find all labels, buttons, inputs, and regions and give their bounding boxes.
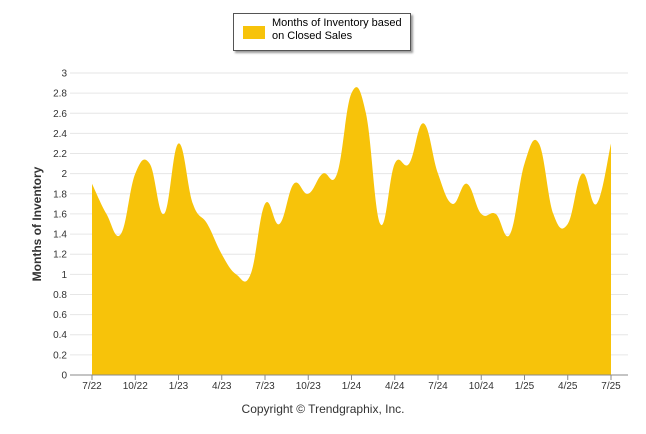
x-tick-label: 1/24 (342, 381, 362, 392)
legend-label: Months of Inventory based on Closed Sale… (272, 17, 402, 42)
y-ticks: 0 0.2 0.4 0.6 0.8 1 1.2 1.4 1.6 1.8 2 2.2 2.4 2.6 2.8 3 (53, 69, 67, 382)
x-tick-label: 1/25 (515, 381, 535, 392)
x-tick-label: 10/24 (469, 381, 494, 392)
y-tick-label: 0.6 (53, 310, 67, 321)
y-tick-label: 2.6 (53, 109, 67, 120)
x-tick-label: 7/23 (255, 381, 275, 392)
y-tick-label: 2.2 (53, 149, 67, 160)
y-tick-label: 0 (61, 371, 67, 382)
y-tick-label: 0.2 (53, 350, 67, 361)
x-ticks: 7/22 10/22 1/23 4/23 7/23 10/23 1/24 4/24 7/24 10… (82, 375, 621, 392)
y-tick-label: 1.6 (53, 209, 67, 220)
x-tick-label: 1/23 (169, 381, 189, 392)
y-tick-label: 0.4 (53, 330, 67, 341)
y-tick-label: 2 (61, 169, 67, 180)
legend: Months of Inventory based on Closed Sale… (233, 13, 411, 51)
x-tick-label: 4/25 (558, 381, 578, 392)
x-tick-label: 7/22 (82, 381, 102, 392)
x-tick-label: 4/24 (385, 381, 405, 392)
area-series (92, 87, 611, 376)
x-tick-label: 7/25 (601, 381, 621, 392)
legend-swatch (243, 26, 265, 39)
y-tick-label: 1.2 (53, 250, 67, 261)
x-tick-label: 10/22 (123, 381, 148, 392)
x-tick-label: 7/24 (428, 381, 448, 392)
y-tick-label: 3 (61, 69, 67, 80)
y-axis-label: Months of Inventory (30, 166, 44, 281)
y-tick-label: 1.8 (53, 189, 67, 200)
y-tick-label: 2.8 (53, 89, 67, 100)
x-tick-label: 4/23 (212, 381, 232, 392)
y-tick-label: 2.4 (53, 129, 67, 140)
y-tick-label: 1.4 (53, 230, 67, 241)
x-tick-label: 10/23 (296, 381, 321, 392)
y-tick-label: 1 (61, 270, 67, 281)
y-tick-label: 0.8 (53, 290, 67, 301)
copyright: Copyright © Trendgraphix, Inc. (241, 402, 405, 416)
